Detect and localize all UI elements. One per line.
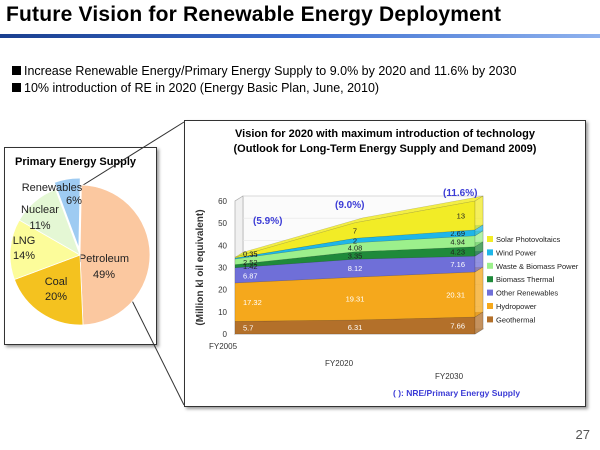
chart-footnote: ( ): NRE/Primary Energy Supply (393, 388, 520, 398)
data-label-solar-photovoltaics: 13 (457, 211, 465, 220)
pie-label-renewables: Renewables (22, 182, 83, 194)
legend-label-geothermal: Geothermal (496, 315, 536, 324)
legend-swatch-waste-and-biomass-power (487, 262, 493, 269)
area-end-waste-and-biomass-power (474, 230, 484, 248)
y-tick-label: 10 (218, 308, 227, 317)
data-label-solar-photovoltaics: 0.35 (243, 249, 258, 258)
y-tick-label: 40 (218, 241, 227, 250)
pie-label-nuclear: Nuclear (21, 204, 59, 216)
legend-swatch-solar-photovoltaics (487, 236, 493, 242)
data-label-geothermal: 7.66 (450, 322, 465, 331)
pie-label-petroleum: Petroleum (79, 253, 129, 265)
data-label-waste-and-biomass-power: 2.52 (243, 258, 258, 267)
y-tick-label: 60 (218, 197, 227, 206)
bullet-square (12, 66, 21, 75)
pie-value-coal: 20% (45, 291, 67, 303)
pie-value-petroleum: 49% (93, 269, 115, 281)
bullet-1-text: Increase Renewable Energy/Primary Energy… (24, 64, 517, 78)
data-label-other-renewables: 6.87 (243, 271, 258, 280)
data-label-other-renewables: 7.16 (450, 260, 465, 269)
page-number: 27 (575, 427, 590, 442)
pie-value-lng: 14% (13, 250, 35, 262)
percentage-annotation: (5.9%) (253, 216, 282, 227)
pie-label-lng: LNG (13, 235, 36, 247)
legend-label-hydropower: Hydropower (496, 302, 537, 311)
legend-label-solar-photovoltaics: Solar Photovoltaics (496, 235, 560, 244)
data-label-geothermal: 5.7 (243, 324, 253, 333)
percentage-annotation: (9.0%) (335, 200, 364, 211)
data-label-biomass-thermal: 4.23 (450, 247, 465, 256)
data-label-waste-and-biomass-power: 4.08 (348, 243, 363, 252)
pie-value-nuclear: 11% (29, 220, 50, 232)
data-label-waste-and-biomass-power: 4.94 (450, 237, 465, 246)
bullet-square (12, 83, 21, 92)
legend-swatch-biomass-thermal (487, 276, 493, 283)
area-end-hydropower (474, 266, 484, 318)
data-label-wind-power: 2 (353, 237, 357, 246)
data-label-hydropower: 20.31 (446, 291, 465, 300)
data-label-wind-power: 2.69 (450, 229, 465, 238)
data-label-hydropower: 17.32 (243, 298, 262, 307)
y-tick-label: 30 (218, 264, 227, 273)
data-label-other-renewables: 8.12 (348, 264, 363, 273)
legend-label-waste-and-biomass-power: Waste & Biomass Power (496, 262, 579, 271)
y-tick-label: 20 (218, 286, 227, 295)
legend-swatch-geothermal (487, 316, 493, 323)
data-label-solar-photovoltaics: 7 (353, 227, 357, 236)
title-rule (0, 34, 600, 38)
pie-label-coal: Coal (45, 276, 68, 288)
legend-swatch-hydropower (487, 303, 493, 309)
area-end-wind-power (474, 224, 484, 237)
area-series-wind-power (234, 229, 476, 260)
area-chart-title-line2: (Outlook for Long-Term Energy Supply and… (233, 143, 537, 155)
legend-swatch-other-renewables (487, 289, 493, 296)
pie-value-renewables: 6% (66, 195, 82, 207)
pie-slice-nuclear (18, 188, 81, 256)
x-tick-label: FY2005 (209, 342, 238, 351)
pie-slice-renewables (53, 177, 81, 249)
area-chart-title-line1: Vision for 2020 with maximum introductio… (235, 128, 535, 140)
bullet-1: Increase Renewable Energy/Primary Energy… (12, 64, 516, 78)
y-axis-label: (Million kl oil equivalent) (195, 209, 206, 325)
data-label-biomass-thermal: 3.35 (348, 251, 363, 260)
bullet-2: 10% introduction of RE in 2020 (Energy B… (12, 81, 379, 95)
data-label-hydropower: 19.31 (346, 295, 365, 304)
legend-label-biomass-thermal: Biomass Thermal (496, 275, 555, 284)
area-chart-title: Vision for 2020 with maximum introductio… (185, 127, 585, 157)
x-tick-label: FY2020 (325, 359, 354, 368)
data-label-geothermal: 6.31 (348, 323, 363, 332)
bullet-2-text: 10% introduction of RE in 2020 (Energy B… (24, 81, 380, 95)
legend-swatch-wind-power (487, 249, 493, 256)
percentage-annotation: (11.6%) (443, 188, 477, 199)
area-end-solar-photovoltaics (474, 195, 484, 231)
pie-slice-coal (13, 254, 84, 326)
pie-chart: Petroleum 49% Coal 20% LNG 14% Nuclear 11% Renew… (9, 177, 151, 326)
pie-slice-lng (9, 219, 81, 280)
data-label-biomass-thermal: 1.42 (243, 262, 258, 271)
y-tick-label: 50 (218, 219, 227, 228)
y-tick-label: 0 (223, 330, 228, 339)
area-chart: 0 10 20 30 40 50 60 (Million kl oil equivalent)… (195, 188, 579, 398)
slide-title: Future Vision for Renewable Energy Deplo… (6, 3, 502, 26)
area-series-other-renewables (234, 255, 476, 284)
area-chart-panel: Vision for 2020 with maximum introductio… (184, 120, 586, 407)
area-series-solar-photovoltaics (234, 200, 476, 259)
pie-slice-petroleum (79, 184, 151, 326)
legend-label-wind-power: Wind Power (496, 248, 537, 257)
x-tick-label: FY2030 (435, 372, 464, 381)
legend-label-other-renewables: Other Renewables (496, 289, 558, 298)
